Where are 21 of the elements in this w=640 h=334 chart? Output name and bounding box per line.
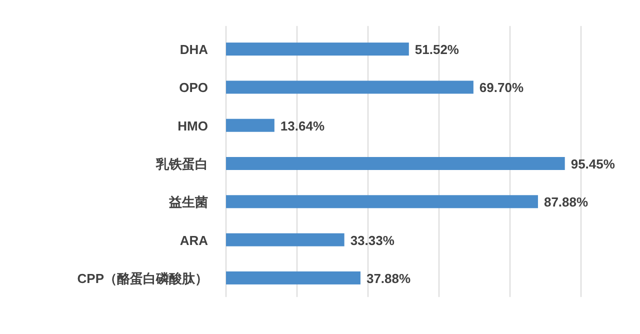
bar	[226, 195, 538, 208]
bar	[226, 157, 565, 170]
y-tick-label: OPO	[179, 80, 208, 96]
data-label: 69.70%	[479, 80, 524, 96]
y-tick-label: DHA	[180, 42, 209, 58]
data-label: 13.64%	[280, 118, 325, 134]
bar	[226, 42, 409, 56]
y-tick-label: ARA	[180, 232, 209, 248]
y-tick-label: CPP（酪蛋白磷酸肽）	[77, 270, 208, 286]
y-tick-label: HMO	[178, 118, 208, 134]
data-label: 87.88%	[544, 194, 589, 210]
data-label: 33.33%	[350, 232, 395, 248]
bar	[226, 118, 274, 132]
data-label: 95.45%	[570, 156, 616, 172]
y-tick-label: 益生菌	[168, 194, 208, 210]
data-label: 51.52%	[414, 42, 460, 58]
bar	[226, 271, 360, 284]
bar	[226, 233, 344, 246]
data-label: 37.88%	[366, 270, 412, 286]
bar	[226, 80, 474, 94]
y-tick-label: 乳铁蛋白	[155, 156, 208, 172]
